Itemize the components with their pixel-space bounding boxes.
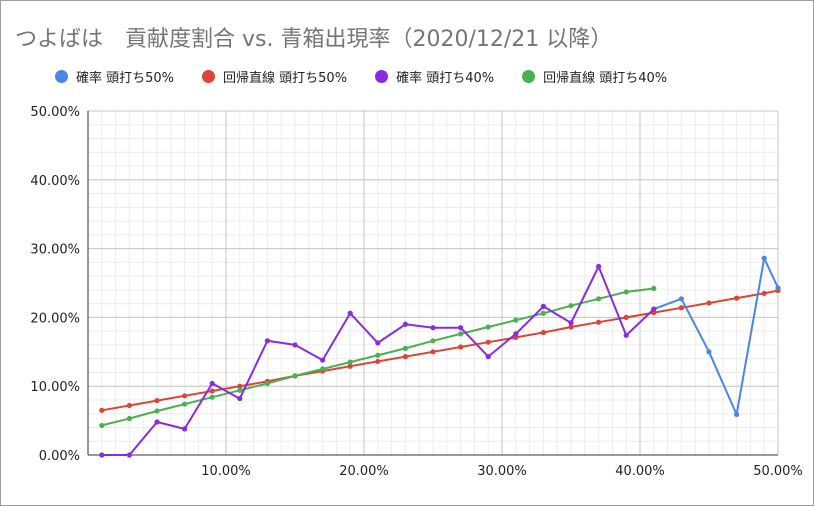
legend-item-series-4[interactable]: 回帰直線 頭打ち40% [522, 67, 667, 86]
data-point-series-4 [651, 285, 657, 292]
legend-item-series-3[interactable]: 確率 頭打ち40% [375, 67, 494, 86]
x-tick-label: 10.00% [201, 464, 251, 479]
legend-label: 回帰直線 頭打ち40% [543, 71, 668, 86]
data-point-series-2 [126, 402, 132, 409]
data-point-series-2 [375, 358, 381, 365]
legend-dot-icon [55, 70, 68, 83]
y-tick-label: 0.00% [39, 449, 80, 464]
y-tick-label: 30.00% [30, 243, 80, 258]
data-point-series-1 [775, 285, 781, 291]
data-point-series-3 [99, 452, 105, 458]
data-point-series-4 [237, 387, 243, 393]
data-point-series-2 [678, 305, 685, 311]
data-point-series-4 [99, 422, 105, 429]
data-point-series-1 [678, 296, 685, 302]
data-point-series-3 [458, 325, 464, 331]
data-point-series-3 [292, 342, 298, 348]
x-tick-label: 40.00% [615, 464, 665, 479]
data-point-series-3 [347, 310, 353, 316]
chart-title: つよばは 貢献度割合 vs. 青箱出現率（2020/12/21 以降） [15, 27, 613, 52]
data-point-series-1 [734, 411, 740, 418]
data-point-series-3 [651, 306, 657, 312]
y-tick-label: 40.00% [30, 174, 80, 189]
data-point-series-2 [182, 393, 188, 399]
data-point-series-4 [375, 352, 381, 358]
legend-label: 確率 頭打ち40% [396, 71, 495, 86]
legend-dot-icon [375, 70, 389, 83]
data-point-series-2 [154, 398, 160, 404]
data-point-series-3 [623, 332, 629, 338]
data-point-series-2 [458, 344, 464, 350]
data-point-series-3 [596, 263, 602, 270]
data-point-series-4 [126, 415, 132, 422]
data-point-series-4 [292, 373, 298, 379]
legend-item-series-2[interactable]: 回帰直線 頭打ち50% [202, 67, 347, 86]
series-line-2 [101, 289, 779, 412]
legend-label: 回帰直線 頭打ち50% [223, 71, 348, 86]
data-point-series-2 [99, 407, 105, 413]
data-point-series-3 [209, 380, 215, 387]
legend-dot-icon [202, 70, 216, 83]
data-point-series-3 [126, 452, 132, 458]
data-point-series-3 [375, 340, 381, 346]
data-point-series-4 [485, 324, 491, 330]
data-point-series-3 [540, 303, 547, 309]
data-point-series-3 [264, 338, 270, 344]
data-point-series-3 [513, 331, 519, 337]
chart-legend: 確率 頭打ち50% 回帰直線 頭打ち50% 確率 頭打ち40% 回帰直線 頭打ち… [55, 67, 667, 86]
data-point-series-2 [485, 339, 491, 345]
y-tick-label: 50.00% [30, 105, 80, 120]
data-point-series-3 [430, 325, 436, 331]
data-point-series-4 [320, 366, 326, 372]
data-point-series-3 [402, 321, 408, 327]
series-line-1 [653, 257, 779, 416]
data-point-series-2 [623, 314, 629, 320]
y-tick-label: 10.00% [30, 380, 80, 395]
data-point-series-2 [430, 349, 436, 355]
data-point-series-2 [761, 290, 767, 296]
data-point-series-3 [182, 426, 188, 432]
data-point-series-4 [182, 401, 188, 407]
data-point-series-2 [734, 295, 740, 301]
data-point-series-1 [706, 349, 712, 355]
legend-item-series-1[interactable]: 確率 頭打ち50% [55, 67, 174, 86]
data-point-series-2 [347, 363, 353, 369]
data-point-series-4 [430, 338, 436, 344]
y-tick-label: 20.00% [30, 311, 80, 326]
data-point-series-2 [402, 354, 408, 360]
data-point-series-1 [761, 255, 767, 261]
data-point-series-2 [568, 324, 574, 330]
data-point-series-4 [402, 345, 408, 351]
data-point-series-4 [623, 289, 629, 295]
data-point-series-4 [209, 394, 215, 400]
legend-dot-icon [522, 70, 536, 83]
data-point-series-4 [154, 408, 160, 414]
data-point-series-4 [347, 359, 353, 365]
data-point-series-2 [596, 319, 602, 325]
data-point-series-4 [513, 317, 519, 323]
data-point-series-4 [596, 296, 602, 302]
data-point-series-2 [706, 300, 712, 306]
data-point-series-3 [320, 357, 326, 363]
legend-label: 確率 頭打ち50% [76, 71, 175, 86]
data-point-series-2 [237, 383, 243, 389]
data-point-series-3 [154, 419, 160, 425]
data-point-series-4 [568, 303, 574, 309]
data-point-series-3 [485, 354, 491, 360]
data-point-series-2 [209, 388, 215, 394]
data-point-series-3 [237, 395, 243, 402]
x-tick-label: 30.00% [477, 464, 527, 479]
data-point-series-4 [540, 310, 547, 316]
x-tick-label: 20.00% [339, 464, 389, 479]
data-point-series-2 [540, 329, 547, 336]
data-point-series-4 [458, 331, 464, 337]
x-tick-label: 50.00% [753, 464, 803, 479]
data-point-series-4 [264, 380, 270, 387]
data-point-series-3 [568, 320, 574, 326]
